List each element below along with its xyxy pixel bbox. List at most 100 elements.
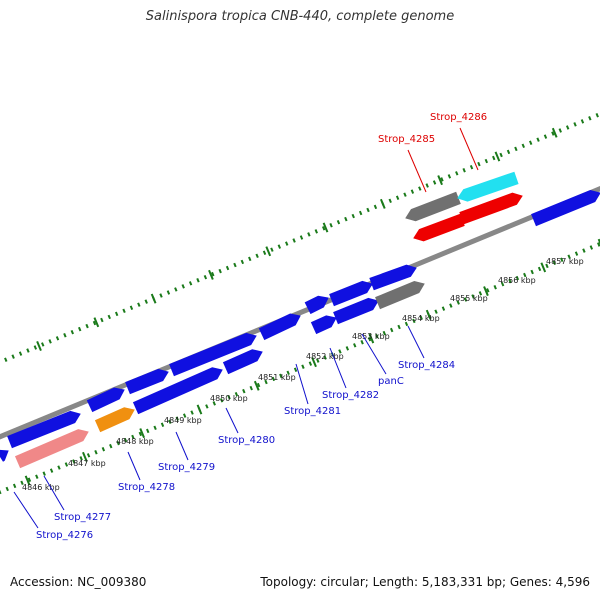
tick-dot — [336, 219, 341, 225]
gene-strop_4284 — [375, 280, 425, 310]
tick-dot — [271, 376, 276, 382]
gene-strop_4279 — [132, 367, 223, 415]
gene-strop_4276 — [0, 449, 9, 462]
tick-dot — [523, 272, 527, 278]
tick-major — [322, 222, 329, 233]
scale-label: 4852 kbp — [306, 352, 344, 361]
tick-dot — [72, 459, 76, 464]
gene-arrow — [329, 280, 373, 307]
gene-label-strop_4279: Strop_4279 — [158, 462, 215, 473]
outer-tick-rail — [0, 113, 599, 365]
gene-label-strop_4285: Strop_4285 — [378, 134, 435, 145]
gene-arrow — [369, 264, 417, 291]
tick-dot — [484, 158, 489, 164]
tick-dot — [85, 323, 89, 329]
tick-dot — [390, 327, 394, 333]
tick-dot — [447, 174, 452, 179]
tick-dot — [18, 351, 23, 356]
accession-label: Accession: NC_009380 — [10, 575, 147, 589]
tick-dot — [321, 226, 326, 231]
tick-dot — [0, 489, 2, 495]
tick-dot — [500, 281, 505, 287]
tick-dot — [55, 336, 60, 341]
tick-dot — [234, 391, 239, 397]
tick-dot — [441, 306, 446, 311]
tick-dot — [558, 128, 562, 133]
gene-arrow — [531, 189, 600, 227]
tick-dot — [537, 266, 542, 272]
tick-dot — [146, 428, 150, 434]
tick-major — [265, 246, 272, 257]
tick-dot — [107, 314, 111, 320]
tick-dot — [48, 339, 52, 344]
tick-dot — [174, 287, 178, 292]
tick-dot — [582, 248, 586, 253]
scale-label: 4847 kbp — [68, 459, 106, 468]
tick-dot — [240, 259, 245, 265]
tick-dot — [182, 413, 187, 418]
tick-major — [93, 317, 100, 328]
gene-label-panc: panC — [378, 376, 404, 387]
tick-dot — [588, 116, 592, 121]
tick-dot — [314, 229, 318, 234]
tick-dot — [329, 223, 333, 228]
gene-label-strop_4277: Strop_4277 — [54, 512, 111, 523]
tick-dot — [70, 329, 74, 335]
tick-dot — [26, 348, 30, 353]
scale-label: 4846 kbp — [22, 483, 60, 492]
tick-dot — [418, 186, 422, 191]
gene-strop_4278 — [94, 407, 135, 433]
tick-dot — [506, 149, 511, 155]
tick-dot — [323, 355, 327, 360]
tick-dot — [41, 342, 45, 347]
tick-dot — [20, 480, 24, 486]
tick-dot — [419, 315, 423, 321]
gene-strop_4281 — [258, 313, 301, 341]
scale-label: 4853 kbp — [352, 332, 390, 341]
gene-strop_4277 — [14, 429, 89, 469]
tick-major — [82, 451, 88, 462]
tick-dot — [301, 364, 305, 369]
tick-dot — [153, 425, 157, 431]
gene-label-strop_4278: Strop_4278 — [118, 482, 175, 493]
tick-dot — [211, 271, 215, 277]
inner-tick-rail — [0, 238, 600, 495]
tick-dot — [493, 285, 497, 290]
tick-dot — [397, 324, 401, 330]
tick-dot — [122, 308, 126, 314]
tick-dot — [373, 204, 378, 210]
tick-dot — [515, 275, 520, 281]
tick-major — [551, 127, 558, 138]
tick-major — [540, 262, 547, 273]
gene-arrow — [169, 332, 257, 377]
gene-strop_4282 — [310, 315, 337, 335]
tick-major — [196, 404, 203, 415]
gene-label-strop_4281: Strop_4281 — [284, 406, 341, 417]
tick-dot — [560, 257, 564, 262]
tick-dot — [463, 297, 468, 302]
gene-arrow — [7, 410, 81, 449]
map-title: Salinispora tropica CNB-440, complete ge… — [145, 9, 455, 24]
tick-dot — [64, 462, 69, 467]
tick-dot — [33, 345, 38, 350]
gene-panc — [333, 297, 379, 325]
tick-major — [139, 428, 146, 439]
tick-dot — [543, 134, 548, 139]
tick-dot — [469, 164, 474, 170]
tick-dot — [567, 254, 571, 259]
tick-dot — [545, 263, 549, 269]
tick-dot — [382, 330, 386, 336]
tick-dot — [395, 195, 400, 200]
tick-major — [494, 151, 501, 162]
tick-dot — [131, 434, 135, 440]
tick-major — [597, 238, 600, 245]
tick-dot — [27, 477, 32, 483]
scale-label: 4848 kbp — [116, 437, 154, 446]
tick-dot — [123, 437, 128, 443]
tick-dot — [114, 311, 119, 317]
scale-label: 4854 kbp — [402, 314, 440, 323]
tick-dot — [536, 137, 540, 142]
leader-line — [175, 431, 189, 461]
tick-dot — [360, 340, 364, 345]
gene-strop_4280 — [222, 349, 263, 375]
